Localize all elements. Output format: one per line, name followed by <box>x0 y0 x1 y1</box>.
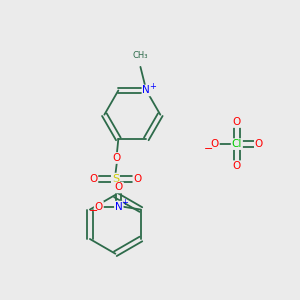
Text: CH₃: CH₃ <box>133 50 148 59</box>
Text: Cl: Cl <box>232 139 242 149</box>
Text: −: − <box>204 144 214 154</box>
Text: S: S <box>112 174 119 184</box>
Text: O: O <box>211 139 219 149</box>
Text: O: O <box>115 182 123 193</box>
Text: +: + <box>149 82 156 91</box>
Text: O: O <box>134 174 142 184</box>
Text: O: O <box>233 117 241 127</box>
Text: −: − <box>89 206 98 216</box>
Text: +: + <box>121 198 128 207</box>
Text: O: O <box>255 139 263 149</box>
Text: N: N <box>115 202 123 212</box>
Text: N: N <box>142 85 150 95</box>
Text: O: O <box>233 161 241 171</box>
Text: O: O <box>113 153 121 163</box>
Text: O: O <box>95 202 103 212</box>
Text: O: O <box>89 174 98 184</box>
